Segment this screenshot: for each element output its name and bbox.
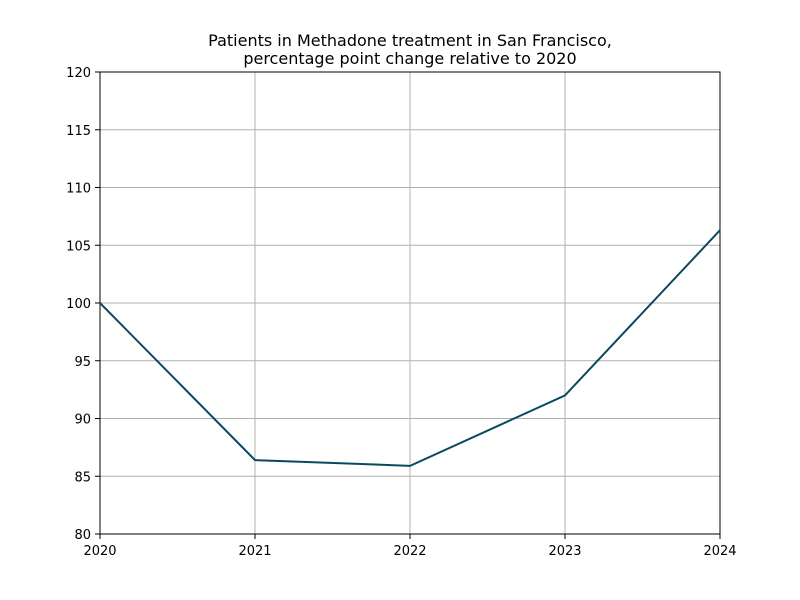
- y-tick-label: 115: [66, 124, 91, 139]
- chart-title: Patients in Methadone treatment in San F…: [208, 31, 612, 50]
- y-tick-label: 85: [74, 470, 91, 485]
- series: [99, 229, 721, 467]
- x-tick-label: 2023: [548, 544, 581, 559]
- y-tick-label: 90: [74, 413, 91, 428]
- axis-ticks: 2020 2021 2022 2023 2024 80 85 90 95 100 105 110 115…: [66, 66, 736, 559]
- x-tick-label: 2024: [703, 544, 736, 559]
- x-tick-label: 2021: [238, 544, 271, 559]
- y-tick-label: 110: [66, 182, 91, 197]
- chart-subtitle: percentage point change relative to 2020: [243, 49, 576, 68]
- grid: [99, 71, 721, 535]
- y-tick-label: 80: [74, 528, 91, 543]
- y-tick-label: 105: [66, 239, 91, 254]
- y-tick-label: 95: [74, 355, 91, 370]
- y-tick-label: 120: [66, 66, 91, 81]
- y-tick-label: 100: [66, 297, 91, 312]
- x-tick-label: 2022: [393, 544, 426, 559]
- x-tick-label: 2020: [83, 544, 116, 559]
